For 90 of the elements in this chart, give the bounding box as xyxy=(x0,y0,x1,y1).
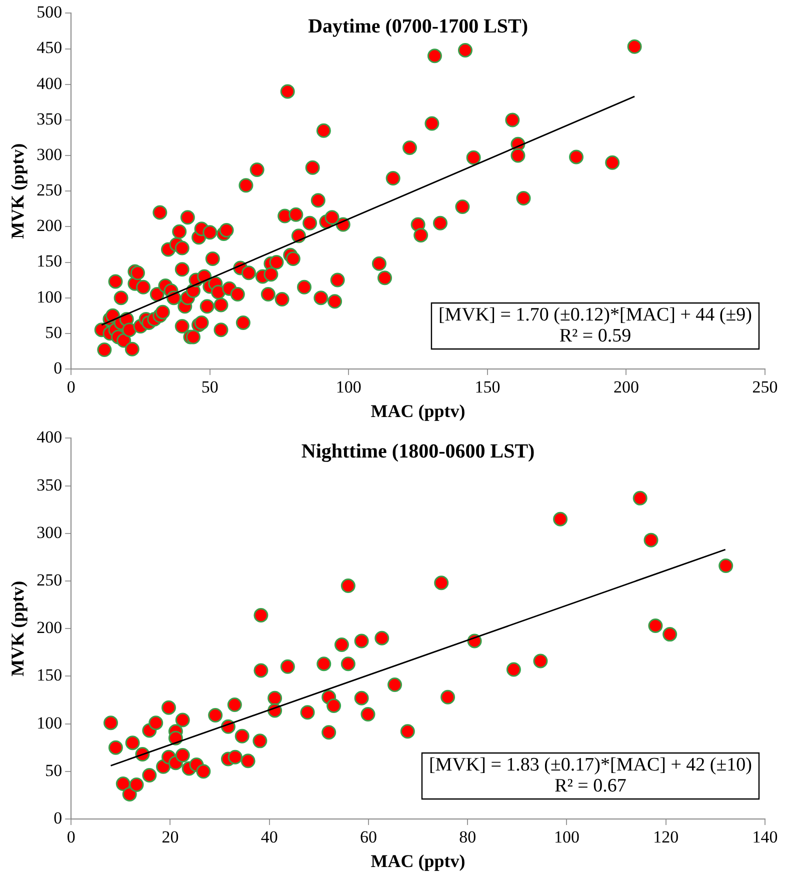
point xyxy=(148,716,164,730)
point xyxy=(254,608,268,623)
point xyxy=(280,659,295,674)
x-tick-label: 150 xyxy=(474,378,500,397)
annotation: [MVK] = 1.83 (±0.17)*[MAC] + 42 (±10) xyxy=(428,754,752,776)
x-tick-label: 0 xyxy=(66,378,76,397)
y-tick-label: 50 xyxy=(45,322,62,342)
point xyxy=(116,776,130,792)
point xyxy=(175,712,190,728)
point xyxy=(122,787,137,802)
x-tick-label: 80 xyxy=(459,828,476,847)
point xyxy=(129,777,144,792)
point xyxy=(228,750,242,764)
y-tick-label: 250 xyxy=(36,180,62,200)
chart-title: Nighttime (1800-0600 LST) xyxy=(301,440,535,462)
x-tick-label: 50 xyxy=(201,378,218,397)
point xyxy=(316,656,332,672)
point xyxy=(506,662,521,677)
point xyxy=(644,532,658,548)
y-tick-label: 400 xyxy=(36,428,62,447)
y-tick-label: 350 xyxy=(36,109,62,128)
annotation: [MVK] = 1.70 (±0.12)*[MAC] + 44 (±9) xyxy=(438,304,752,326)
point xyxy=(632,490,648,506)
point xyxy=(662,627,678,642)
y-tick-label: 450 xyxy=(36,38,62,58)
point xyxy=(533,654,548,668)
point xyxy=(240,754,256,768)
y-tick-label: 0 xyxy=(54,358,62,378)
x-tick-label: 40 xyxy=(260,828,278,847)
annotation: R² = 0.67 xyxy=(554,775,626,796)
point xyxy=(718,558,734,574)
point xyxy=(334,638,349,652)
x-tick-label: 250 xyxy=(752,378,778,397)
y-axis-title: MVK (pptv) xyxy=(7,143,28,239)
point xyxy=(125,736,140,750)
point xyxy=(440,690,456,704)
point xyxy=(326,698,342,713)
point xyxy=(553,512,568,526)
y-tick-label: 350 xyxy=(36,475,62,494)
y-tick-label: 50 xyxy=(45,760,62,780)
point xyxy=(354,634,369,648)
y-tick-label: 150 xyxy=(36,252,62,271)
y-tick-label: 500 xyxy=(36,2,62,22)
x-tick-label: 100 xyxy=(336,378,362,397)
point xyxy=(360,707,376,722)
point xyxy=(300,705,315,720)
y-tick-label: 400 xyxy=(36,74,62,93)
annotation: R² = 0.59 xyxy=(559,325,632,346)
x-axis-title: MAC (pptv) xyxy=(370,400,466,421)
x-tick-label: 200 xyxy=(613,378,639,397)
point xyxy=(268,690,282,706)
point xyxy=(388,678,402,692)
y-tick-label: 200 xyxy=(36,618,62,638)
y-tick-label: 100 xyxy=(36,713,62,732)
point xyxy=(648,618,663,633)
point xyxy=(400,724,415,739)
y-tick-label: 150 xyxy=(36,666,62,685)
point xyxy=(374,630,390,646)
point xyxy=(340,656,356,672)
point xyxy=(168,730,183,746)
point xyxy=(208,708,223,722)
point xyxy=(142,768,157,782)
x-tick-label: 120 xyxy=(653,828,679,847)
y-tick-label: 100 xyxy=(36,287,62,306)
x-tick-label: 140 xyxy=(752,828,778,847)
y-tick-label: 250 xyxy=(36,570,62,590)
point xyxy=(434,576,449,590)
point xyxy=(161,700,176,715)
y-tick-label: 0 xyxy=(54,808,62,828)
point xyxy=(227,698,242,712)
y-tick-label: 200 xyxy=(36,216,62,236)
x-tick-label: 20 xyxy=(162,828,179,847)
point xyxy=(252,734,268,748)
x-tick-label: 60 xyxy=(360,828,377,847)
point xyxy=(322,725,336,740)
y-tick-label: 300 xyxy=(36,522,62,542)
x-axis-title: MAC (pptv) xyxy=(370,850,466,871)
x-tick-label: 0 xyxy=(66,828,76,847)
point xyxy=(254,663,268,678)
point xyxy=(354,690,369,706)
point xyxy=(108,740,123,755)
point xyxy=(196,764,211,779)
point xyxy=(175,748,190,762)
chart-title: Daytime (0700-1700 LST) xyxy=(308,15,528,38)
y-axis-title: MVK (pptv) xyxy=(7,580,28,676)
y-tick-label: 300 xyxy=(36,144,62,164)
point xyxy=(104,716,118,730)
x-tick-label: 100 xyxy=(554,828,580,847)
point xyxy=(340,578,356,594)
point xyxy=(234,728,250,744)
